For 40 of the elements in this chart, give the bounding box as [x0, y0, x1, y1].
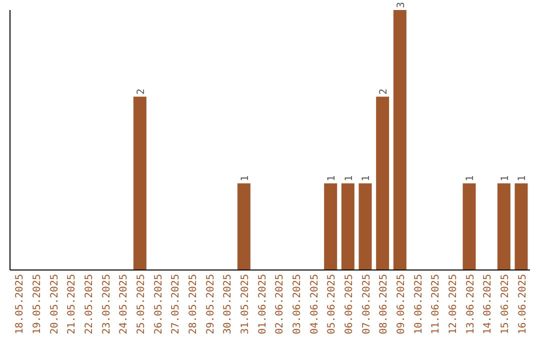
- data-label: 1: [517, 175, 528, 182]
- x-tick-label: 19.05.2025: [32, 274, 43, 334]
- x-tick-label: 20.05.2025: [49, 274, 60, 334]
- x-tick-label: 24.05.2025: [118, 274, 130, 334]
- x-tick-label: 06.06.2025: [344, 274, 355, 334]
- x-tick-label: 28.05.2025: [188, 274, 199, 334]
- data-label: 1: [240, 175, 251, 182]
- data-label: 1: [500, 175, 511, 182]
- x-tick-label: 04.06.2025: [309, 274, 320, 334]
- x-tick-label: 25.05.2025: [136, 274, 147, 334]
- x-tick-label: 02.06.2025: [274, 274, 286, 334]
- x-tick-label: 07.06.2025: [361, 274, 372, 334]
- x-tick-label: 03.06.2025: [292, 274, 303, 334]
- data-label: 1: [465, 175, 476, 182]
- x-tick-label: 05.06.2025: [326, 274, 338, 334]
- x-tick-label: 23.05.2025: [101, 274, 112, 334]
- data-label: 3: [396, 2, 407, 8]
- data-label: 2: [378, 88, 390, 95]
- x-tick-label: 10.06.2025: [413, 274, 424, 334]
- x-tick-label: 14.06.2025: [482, 274, 494, 334]
- x-tick-label: 09.06.2025: [396, 274, 407, 334]
- x-tick-label: 30.05.2025: [222, 274, 234, 334]
- data-label: 2: [136, 88, 147, 95]
- x-tick-label: 12.06.2025: [448, 274, 459, 334]
- x-tick-label: 08.06.2025: [378, 274, 390, 334]
- x-tick-label: 31.05.2025: [240, 274, 251, 334]
- data-label: 1: [344, 175, 355, 182]
- x-tick-label: 22.05.2025: [84, 274, 95, 334]
- x-tick-label: 29.05.2025: [205, 274, 216, 334]
- x-tick-label: 27.05.2025: [170, 274, 182, 334]
- x-tick-label: 18.05.2025: [14, 274, 26, 334]
- x-tick-label: 15.06.2025: [500, 274, 511, 334]
- x-tick-label: 26.05.2025: [153, 274, 164, 334]
- data-label: 1: [361, 175, 372, 182]
- x-tick-label: 13.06.2025: [465, 274, 476, 334]
- x-tick-label: 16.06.2025: [517, 274, 528, 334]
- x-tick-label: 11.06.2025: [430, 274, 442, 334]
- data-label: 1: [326, 175, 338, 182]
- x-tick-label: 21.05.2025: [66, 274, 78, 334]
- x-tick-label: 01.06.2025: [257, 274, 268, 334]
